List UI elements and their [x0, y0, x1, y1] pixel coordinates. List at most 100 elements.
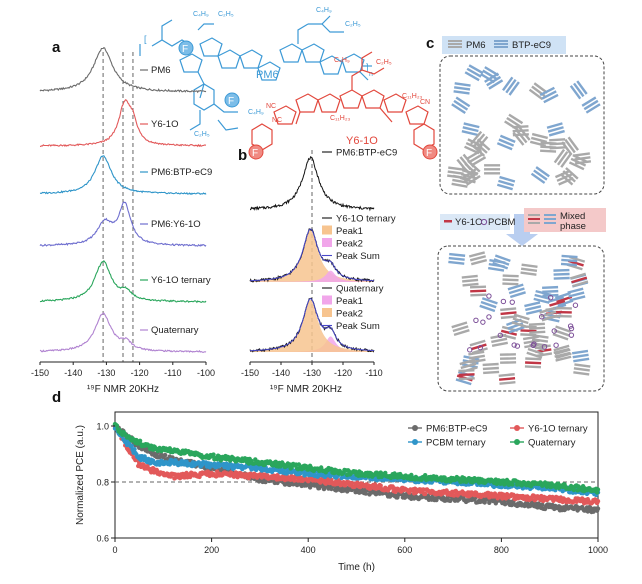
- d-legend-marker: [412, 439, 418, 445]
- y6-c4h9: C₄H₉: [334, 57, 350, 64]
- c-bar: [502, 274, 519, 278]
- c-bar: [539, 86, 555, 97]
- c-pcbm-dot: [500, 298, 507, 305]
- c-top-stack: [529, 132, 549, 147]
- c-bar: [541, 314, 558, 322]
- c-pcbm-dot: [477, 344, 484, 351]
- c-bar: [567, 136, 580, 151]
- c-bar: [561, 141, 573, 156]
- b-x-tick-label: -130: [303, 368, 321, 378]
- c-bar: [573, 357, 590, 363]
- panel-letter-c: c: [426, 35, 434, 52]
- c-bar: [451, 103, 466, 114]
- c-bar: [543, 93, 559, 104]
- a-spectrum-line: [39, 312, 207, 353]
- c-bar: [524, 365, 541, 369]
- c-pm6-glyph: [448, 46, 462, 48]
- c-top-stack: [484, 164, 501, 175]
- c-bar: [542, 289, 559, 294]
- pm6-c2h5-2: C₂H₅: [345, 21, 361, 28]
- a-series-label: Y6-1O: [151, 119, 178, 130]
- a-series-label: Quaternary: [151, 325, 199, 336]
- c-bar: [455, 96, 471, 108]
- c-bar: [560, 153, 572, 168]
- c-bottom-stack: [499, 353, 517, 364]
- c-bar: [484, 164, 501, 167]
- c-bar: [508, 81, 520, 96]
- c-bottom-stack: [552, 325, 572, 341]
- c-bottom-stack: [451, 321, 470, 336]
- c-mixed-glyph: [544, 218, 556, 220]
- c-top-stack: [561, 136, 580, 156]
- c-pcbm-dot: [480, 319, 486, 325]
- b-legend-label: Peak1: [336, 296, 363, 307]
- d-point: [224, 461, 229, 466]
- c-bar: [561, 254, 578, 259]
- c-bar: [464, 162, 478, 176]
- c-bar: [496, 142, 513, 151]
- c-bar: [542, 285, 559, 290]
- c-bottom-stack: [555, 306, 572, 318]
- d-point: [423, 491, 428, 497]
- b-legend-label: Y6-1O ternary: [336, 214, 396, 225]
- y6-cn-1: CN: [420, 99, 430, 106]
- c-bar: [453, 90, 470, 95]
- c-bar: [530, 172, 546, 184]
- d-x-axis-title: Time (h): [338, 562, 375, 573]
- c-bottom-stack: [500, 307, 517, 320]
- c-bar: [491, 341, 509, 348]
- c-bar: [549, 299, 566, 307]
- c-pm6-glyph: [448, 43, 462, 45]
- c-top-stack: [464, 64, 484, 82]
- c-bar: [491, 337, 508, 344]
- c-bar: [476, 138, 491, 151]
- c-bar: [521, 263, 538, 268]
- c-bar: [540, 149, 557, 153]
- c-bar: [499, 357, 517, 360]
- c-bar: [448, 256, 465, 261]
- pm6-structure-label: PM6: [256, 69, 279, 81]
- d-point: [510, 482, 515, 487]
- d-point: [129, 443, 134, 449]
- c-bar: [534, 293, 551, 301]
- d-legend-label: PM6:BTP-eC9: [426, 424, 487, 435]
- c-bar: [467, 138, 483, 148]
- c-bar: [558, 177, 574, 186]
- c-bar: [548, 129, 565, 137]
- y6-fluorine-2: [422, 144, 438, 160]
- d-x-tick-label: 200: [204, 545, 219, 555]
- c-bottom-stack: [468, 251, 488, 266]
- c-bar: [567, 287, 584, 294]
- c-bar: [576, 80, 588, 95]
- c-pcbm-dot: [572, 302, 579, 308]
- c-bar: [453, 99, 469, 111]
- c-bar: [509, 291, 526, 299]
- c-bar: [553, 272, 570, 276]
- c-bar: [571, 349, 589, 355]
- c-pcbm-dot: [497, 332, 504, 338]
- c-header-pm6: PM6: [466, 40, 486, 51]
- d-y-tick-label: 1.0: [96, 422, 109, 432]
- d-legend-marker: [412, 425, 418, 431]
- c-bar: [570, 272, 587, 280]
- a-x-tick-label: -120: [131, 368, 149, 378]
- d-y-tick-label: 0.6: [96, 534, 109, 544]
- c-top-stack: [496, 175, 516, 191]
- c-pcbm-dot: [541, 344, 548, 350]
- c-bar: [527, 347, 544, 355]
- c-legend-mixed-2: phase: [560, 221, 586, 232]
- c-bar: [561, 258, 578, 263]
- c-bar: [488, 262, 505, 268]
- c-bar: [484, 72, 499, 83]
- c-pcbm-dot: [567, 323, 574, 329]
- c-bottom-stack: [567, 287, 586, 302]
- c-bar: [469, 339, 486, 347]
- c-bottom-stack: [520, 263, 538, 276]
- c-top-stack: [461, 122, 480, 137]
- c-pcbm-dot: [509, 299, 515, 305]
- c-bar: [448, 166, 465, 171]
- c-legend-y6: Y6-1O: [455, 217, 482, 228]
- b-legend-swatch: [322, 238, 332, 247]
